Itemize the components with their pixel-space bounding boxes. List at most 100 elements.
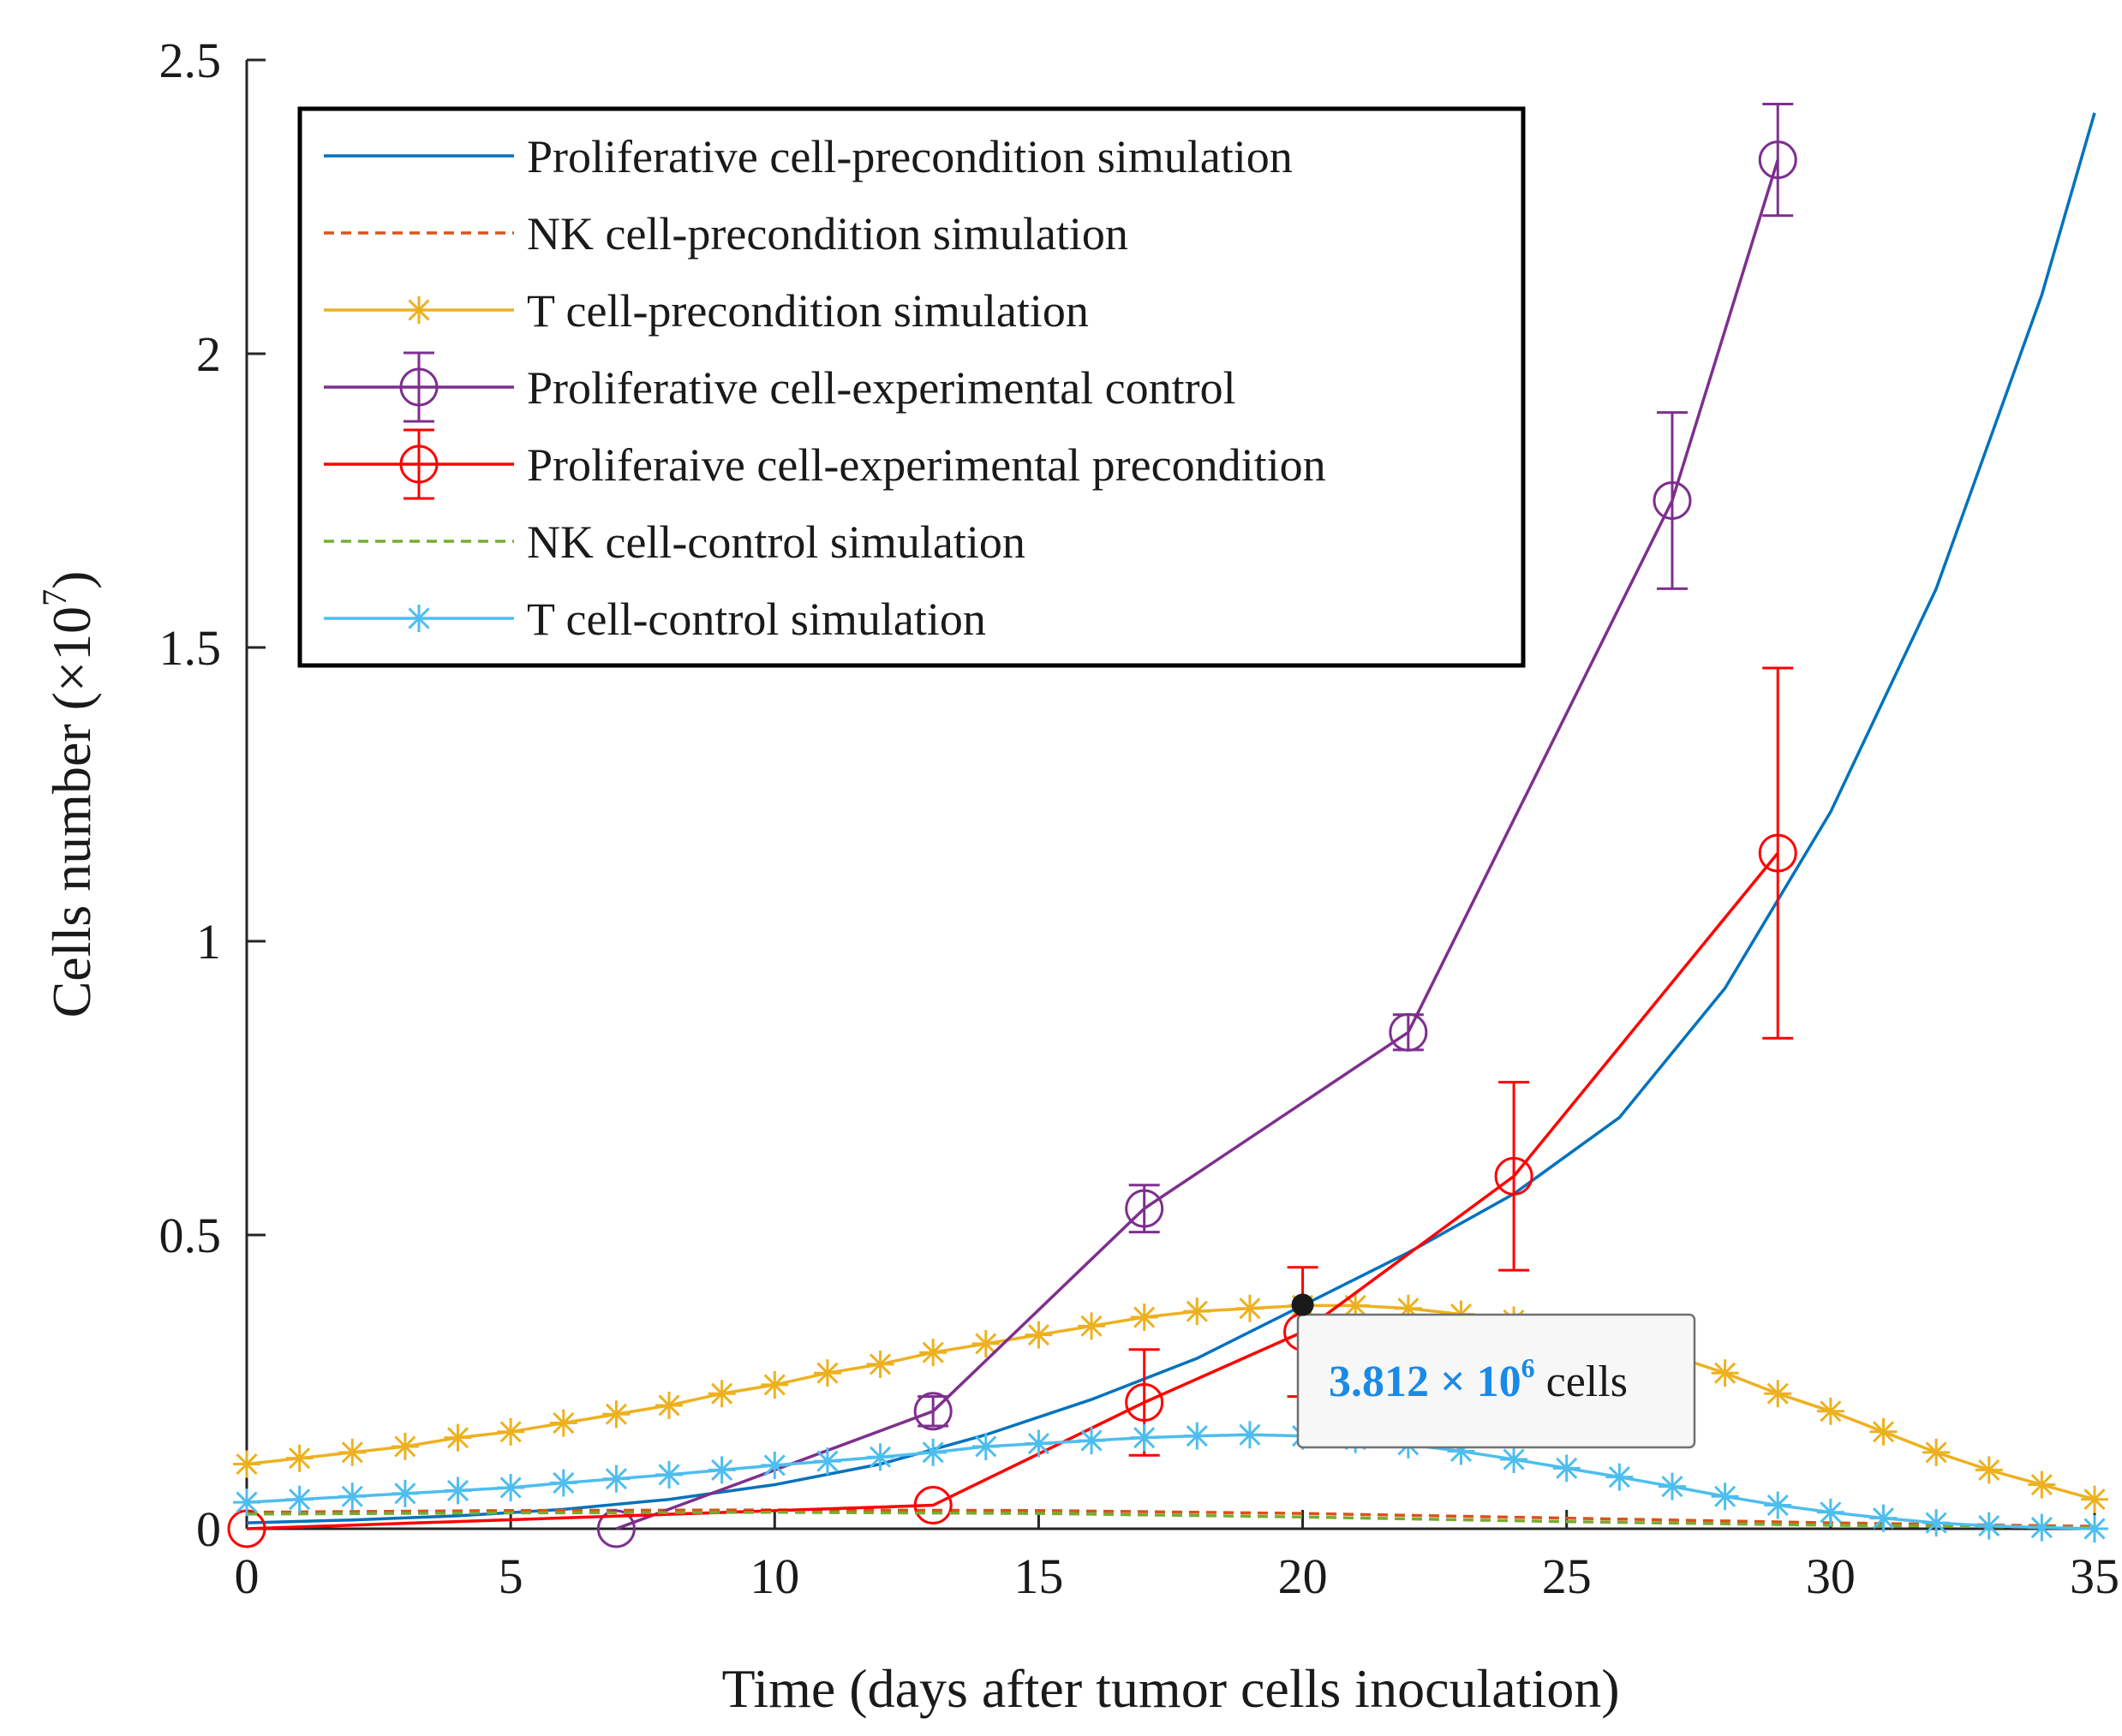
asterisk-stroke (408, 299, 430, 321)
asterisk-stroke (1556, 1457, 1578, 1479)
axis-frame (245, 60, 2095, 1530)
legend-entry: NK cell-precondition simulation (324, 208, 1128, 260)
asterisk-stroke (2083, 1488, 2106, 1511)
asterisk-stroke (1186, 1425, 1208, 1447)
data-point (761, 1370, 789, 1399)
data-point (1025, 1429, 1053, 1458)
asterisk-stroke (236, 1491, 258, 1513)
asterisk-stroke (1978, 1514, 2000, 1537)
asterisk-stroke (711, 1382, 733, 1405)
data-point (549, 1409, 577, 1437)
asterisk-stroke (1714, 1362, 1736, 1384)
asterisk-stroke (1027, 1324, 1050, 1346)
data-point (1758, 140, 1797, 180)
data-point (391, 1432, 419, 1460)
data-point (1078, 1312, 1106, 1340)
series-4 (596, 102, 1797, 1548)
data-point (444, 1476, 472, 1505)
data-point (1500, 1446, 1528, 1474)
data-point (866, 1443, 894, 1471)
asterisk-stroke (1608, 1466, 1630, 1488)
asterisk-stroke (1027, 1432, 1050, 1455)
asterisk-stroke (341, 1485, 363, 1507)
error-bar (1656, 411, 1688, 590)
asterisk-stroke (1239, 1298, 1261, 1320)
asterisk-stroke (1344, 1294, 1366, 1316)
data-point (919, 1438, 947, 1466)
legend-label: NK cell-precondition simulation (527, 208, 1128, 260)
asterisk-stroke (553, 1471, 575, 1494)
data-tip-exponent: 6 (1521, 1352, 1535, 1383)
data-point (913, 1392, 953, 1431)
data-point (813, 1447, 841, 1476)
y-tick-label: 2 (196, 326, 221, 382)
asterisk-stroke (394, 1482, 416, 1505)
legend-label: Proliferative cell-experimental control (527, 362, 1236, 414)
data-point (1125, 1383, 1164, 1423)
asterisk-stroke (1714, 1485, 1736, 1507)
asterisk-stroke (1186, 1300, 1208, 1322)
data-point (602, 1465, 631, 1493)
data-point (285, 1444, 314, 1472)
series-line (615, 159, 1779, 1530)
legend-label: T cell-precondition simulation (527, 285, 1089, 337)
error-bar (1762, 666, 1794, 1040)
data-point (1125, 1189, 1164, 1228)
legend-label: Proliferaive cell-experimental precondit… (527, 439, 1326, 491)
data-point (1764, 1491, 1792, 1519)
data-point (1235, 1421, 1264, 1449)
data-point (913, 1486, 953, 1525)
data-point (919, 1339, 947, 1367)
y-tick-label: 0.5 (159, 1208, 222, 1263)
legend-marker (405, 605, 433, 632)
asterisk-stroke (446, 1427, 469, 1449)
x-tick-label: 35 (2070, 1548, 2119, 1604)
asterisk-stroke (869, 1353, 892, 1375)
y-axis-title-main: Cells number (×10 (41, 606, 102, 1017)
asterisk-stroke (605, 1468, 627, 1490)
asterisk-stroke (1133, 1427, 1156, 1449)
asterisk-stroke (658, 1464, 680, 1486)
legend-entry: Proliferaive cell-experimental precondit… (324, 428, 1326, 500)
data-point (1922, 1438, 1951, 1466)
data-point (2028, 1513, 2056, 1542)
legend-entry: T cell-control simulation (324, 594, 986, 645)
data-point (1605, 1463, 1634, 1491)
asterisk-stroke (1872, 1421, 1895, 1443)
data-point (1130, 1423, 1158, 1452)
asterisk-stroke (975, 1435, 997, 1458)
y-tick-label: 0 (196, 1501, 221, 1557)
data-point (391, 1479, 419, 1507)
data-point (1816, 1498, 1844, 1526)
data-point (338, 1438, 367, 1466)
asterisk-stroke (1820, 1400, 1842, 1423)
data-point (338, 1482, 367, 1511)
data-point (1235, 1294, 1264, 1322)
asterisk-stroke (236, 1453, 258, 1476)
series-layer (227, 102, 2108, 1548)
data-point (708, 1380, 736, 1408)
asterisk-stroke (1872, 1507, 1895, 1530)
legend-entry: T cell-precondition simulation (324, 285, 1089, 337)
asterisk-stroke (408, 607, 430, 629)
data-point (971, 1329, 1000, 1357)
data-point (655, 1460, 684, 1488)
asterisk-stroke (341, 1441, 363, 1464)
asterisk-stroke (869, 1446, 892, 1468)
axis-ticks: 0 5 10 15 20 25 30 35 0 0.5 1 1.5 2 2.5 (159, 33, 2120, 1604)
data-point (444, 1423, 472, 1452)
error-bar (1762, 102, 1794, 218)
legend-label: T cell-control simulation (527, 594, 986, 645)
data-point (1078, 1427, 1106, 1455)
asterisk-stroke (1766, 1382, 1789, 1405)
asterisk-stroke (816, 1362, 839, 1384)
data-point (1764, 1380, 1792, 1408)
data-tip: 3.812 × 106 cells (1291, 1293, 1696, 1449)
asterisk-stroke (1503, 1448, 1525, 1471)
data-point (1183, 1422, 1211, 1450)
asterisk-stroke (2083, 1518, 2106, 1540)
asterisk-stroke (975, 1333, 997, 1355)
data-point (1183, 1298, 1211, 1326)
data-tip-point (1291, 1293, 1314, 1316)
data-point (1552, 1454, 1581, 1482)
